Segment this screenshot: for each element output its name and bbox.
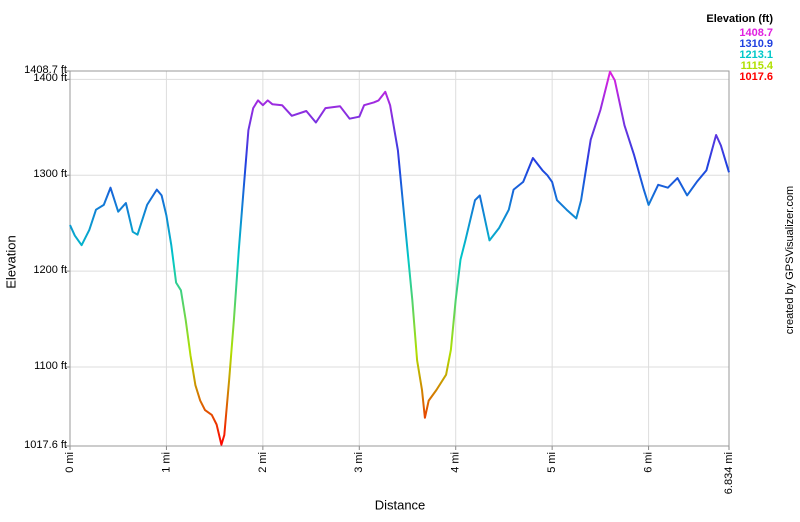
x-tick-label: 0 mi — [64, 452, 76, 473]
y-tick-label: 1400 ft — [33, 72, 67, 84]
x-tick-label: 6 mi — [642, 452, 654, 473]
legend-entry: 1213.1 — [739, 49, 773, 61]
credit: created by GPSVisualizer.com — [784, 186, 796, 334]
legend-entry: 1115.4 — [741, 60, 774, 72]
x-axis-label: Distance — [375, 497, 426, 512]
x-tick-label: 6.834 mi — [723, 452, 735, 494]
y-tick-label: 1017.6 ft — [24, 439, 67, 451]
legend-entry: 1310.9 — [739, 38, 773, 50]
y-tick-label: 1408.7 ft — [24, 64, 67, 76]
legend-entry: 1408.7 — [739, 27, 773, 39]
y-axis-label: Elevation — [3, 235, 18, 288]
y-tick-label: 1100 ft — [34, 360, 67, 372]
x-tick-label: 5 mi — [546, 452, 558, 473]
x-tick-label: 2 mi — [257, 452, 269, 473]
plot-frame — [69, 70, 730, 447]
x-tick-label: 3 mi — [353, 452, 365, 473]
legend-entry: 1017.6 — [739, 71, 773, 83]
y-tick-label: 1200 ft — [33, 264, 67, 276]
elevation-line — [69, 70, 730, 446]
y-tick-label: 1300 ft — [33, 168, 67, 180]
legend-title: Elevation (ft) — [706, 13, 773, 25]
x-tick-label: 4 mi — [450, 452, 462, 473]
x-tick-label: 1 mi — [160, 452, 172, 473]
